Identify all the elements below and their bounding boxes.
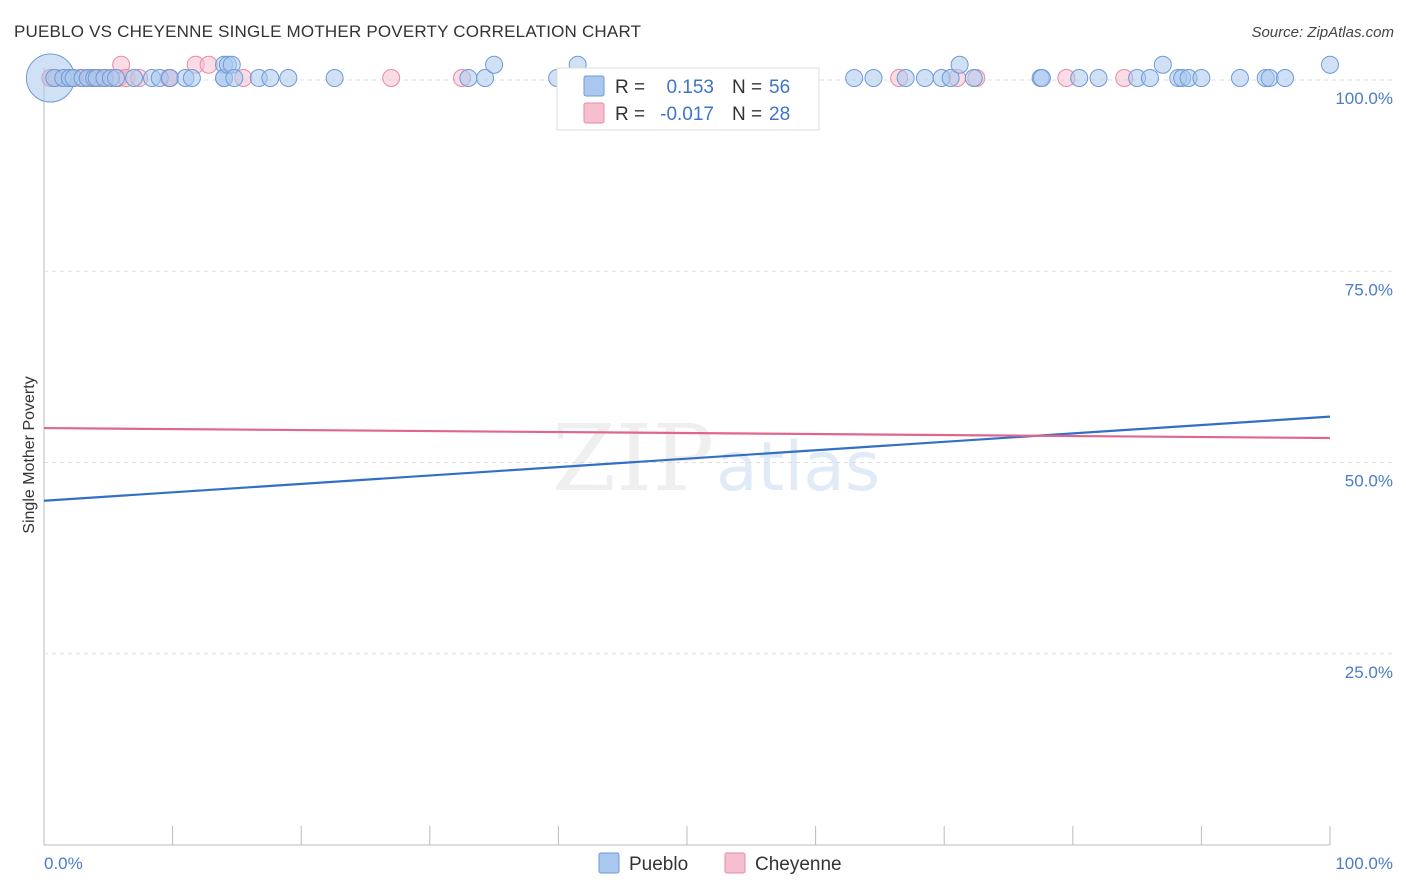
source-credit: Source: ZipAtlas.com [1251, 24, 1394, 41]
pueblo-point-23 [225, 69, 244, 87]
pueblo-point-36 [915, 69, 934, 87]
pueblo-point-33 [845, 69, 864, 87]
pueblo-n-value: 56 [769, 77, 790, 98]
pueblo-point-51 [1192, 69, 1211, 87]
pueblo-point-17 [182, 69, 201, 87]
y-tick-label-100: 100.0% [1335, 89, 1393, 108]
x-tick-label-max: 100.0% [1335, 854, 1393, 873]
pueblo-point-42 [1032, 69, 1051, 87]
pueblo-point-47 [1153, 55, 1172, 74]
trend-lines [43, 415, 1331, 502]
legend-pueblo-label: Pueblo [629, 854, 688, 875]
gridlines [44, 79, 1393, 655]
pueblo-point-39 [950, 55, 969, 74]
watermark: ZIP atlas [552, 405, 880, 512]
cheyenne-trend-line [43, 426, 1331, 440]
x-ticks [172, 826, 1331, 845]
pueblo-point-56 [1321, 55, 1339, 74]
legend-cheyenne-label: Cheyenne [755, 854, 842, 875]
pueblo-point-40 [964, 69, 983, 87]
pueblo-point-34 [864, 69, 883, 87]
pueblo-point-52 [1230, 69, 1249, 87]
cheyenne-r-label: R = [615, 104, 645, 125]
cheyenne-n-label: N = [732, 104, 762, 125]
pueblo-point-43 [1070, 69, 1089, 87]
y-axis-label: Single Mother Poverty [21, 376, 38, 533]
pueblo-point-26 [279, 69, 298, 87]
cheyenne-swatch [583, 102, 605, 124]
pueblo-point-28 [459, 69, 478, 87]
pueblo-point-38 [941, 69, 960, 87]
pueblo-point-30 [485, 55, 504, 74]
stats-legend: R = 0.153 N = 56 R = -0.017 N = 28 [556, 67, 820, 131]
pueblo-point-27 [325, 69, 344, 87]
x-tick-label-min: 0.0% [44, 854, 83, 873]
pueblo-point-46 [1140, 69, 1159, 87]
watermark-atlas: atlas [716, 428, 880, 507]
pueblo-trend-line [43, 415, 1331, 502]
y-tick-labels: 25.0% 50.0% 75.0% 100.0% [1335, 89, 1393, 682]
pueblo-points [25, 53, 1339, 103]
y-tick-label-75: 75.0% [1345, 280, 1393, 299]
chart-title: PUEBLO VS CHEYENNE SINGLE MOTHER POVERTY… [14, 22, 642, 41]
cheyenne-n-value: 28 [769, 104, 790, 125]
pueblo-point-25 [261, 69, 280, 87]
pueblo-point-15 [161, 69, 180, 87]
y-tick-label-25: 25.0% [1345, 663, 1393, 682]
pueblo-point-35 [896, 69, 915, 87]
pueblo-point-54 [1260, 69, 1279, 87]
pueblo-r-value: 0.153 [666, 77, 714, 98]
pueblo-n-label: N = [732, 77, 762, 98]
pueblo-r-label: R = [615, 77, 645, 98]
pueblo-point-29 [476, 69, 495, 87]
pueblo-swatch [583, 75, 605, 97]
cheyenne-point-21 [382, 69, 401, 87]
legend-pueblo-swatch [598, 852, 620, 874]
series-legend: Pueblo Cheyenne [598, 852, 842, 875]
pueblo-point-44 [1089, 69, 1108, 87]
cheyenne-r-value: -0.017 [660, 104, 714, 125]
pueblo-point-12 [125, 69, 144, 87]
pueblo-point-11 [107, 69, 126, 87]
cheyenne-point-19 [199, 55, 218, 74]
y-tick-label-50: 50.0% [1345, 472, 1393, 491]
pueblo-point-55 [1275, 69, 1294, 87]
legend-cheyenne-swatch [724, 852, 746, 874]
